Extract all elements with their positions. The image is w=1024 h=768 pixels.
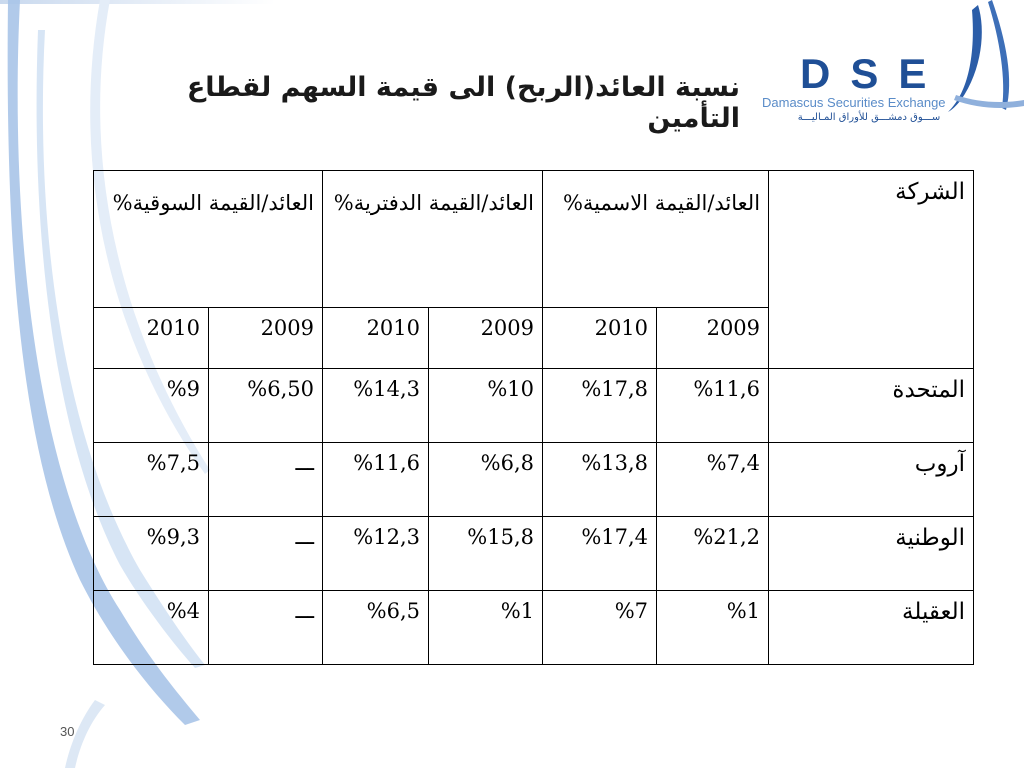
- year-header: 2009: [428, 307, 544, 369]
- group-header-nominal: العائد/القيمة الاسمية%: [542, 170, 770, 308]
- company-name: العقيلة: [768, 590, 975, 665]
- page-number: 30: [60, 724, 75, 739]
- table-cell: %6,5: [322, 590, 430, 665]
- table-cell: ـــ: [208, 442, 324, 517]
- table-cell: %15,8: [428, 516, 544, 591]
- table-cell: %9: [92, 368, 210, 443]
- table-row: الوطنية %21,2 %17,4 %15,8 %12,3 ـــ %9,3: [92, 516, 975, 591]
- year-header: 2010: [322, 307, 430, 369]
- table-row: المتحدة %11,6 %17,8 %10 %14,3 %6,50 %9: [92, 368, 975, 443]
- table-cell: %21,2: [656, 516, 770, 591]
- table-cell: %1: [656, 590, 770, 665]
- returns-table: الشركة العائد/القيمة الاسمية% العائد/الق…: [92, 170, 975, 665]
- table-cell: %4: [92, 590, 210, 665]
- year-header: 2009: [208, 307, 324, 369]
- table-cell: %14,3: [322, 368, 430, 443]
- slide-title: نسبة العائد(الربح) الى قيمة السهم لقطاع …: [186, 72, 740, 134]
- table-cell: %7: [542, 590, 658, 665]
- logo-english-text: Damascus Securities Exchange: [762, 95, 946, 110]
- table-cell: %7,4: [656, 442, 770, 517]
- table-cell: %7,5: [92, 442, 210, 517]
- table-cell: ـــ: [208, 516, 324, 591]
- table-cell: %10: [428, 368, 544, 443]
- table-row: العقيلة %1 %7 %1 %6,5 ـــ %4: [92, 590, 975, 665]
- dse-logo: DSE Damascus Securities Exchange ســـوق …: [756, 0, 1024, 140]
- table-cell: ـــ: [208, 590, 324, 665]
- table-cell: %11,6: [656, 368, 770, 443]
- company-header: الشركة: [768, 170, 975, 369]
- logo-swoosh-icon: [948, 0, 1024, 112]
- table-cell: %12,3: [322, 516, 430, 591]
- table-cell: %1: [428, 590, 544, 665]
- table-cell: %17,8: [542, 368, 658, 443]
- table-cell: %9,3: [92, 516, 210, 591]
- company-name: المتحدة: [768, 368, 975, 443]
- logo-arabic-text: ســـوق دمشـــق للأوراق المـاليـــة: [797, 112, 941, 123]
- table-cell: %6,8: [428, 442, 544, 517]
- year-header: 2009: [656, 307, 770, 369]
- logo-letters: DSE: [800, 50, 947, 97]
- table-cell: %6,50: [208, 368, 324, 443]
- year-header: 2010: [542, 307, 658, 369]
- table-cell: %13,8: [542, 442, 658, 517]
- table-row: آروب %7,4 %13,8 %6,8 %11,6 ـــ %7,5: [92, 442, 975, 517]
- group-header-book: العائد/القيمة الدفترية%: [322, 170, 544, 308]
- table-cell: %17,4: [542, 516, 658, 591]
- year-header: 2010: [92, 307, 210, 369]
- company-name: الوطنية: [768, 516, 975, 591]
- group-header-market: العائد/القيمة السوقية%: [92, 170, 324, 308]
- table-cell: %11,6: [322, 442, 430, 517]
- company-name: آروب: [768, 442, 975, 517]
